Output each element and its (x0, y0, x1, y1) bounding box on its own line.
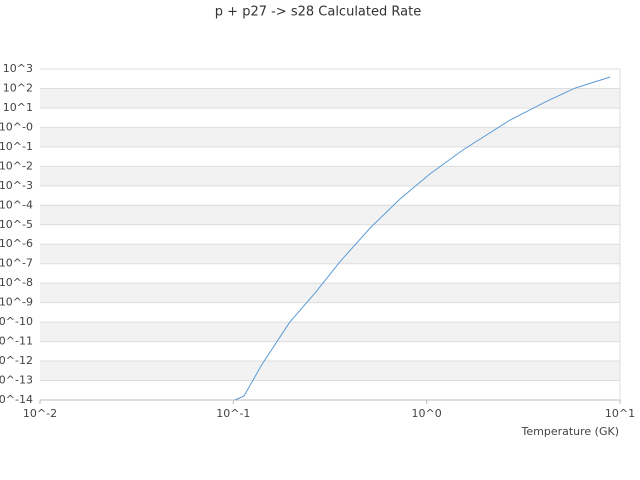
y-tick-label: 10^3 (3, 62, 33, 75)
y-tick-label: 10^-6 (0, 237, 33, 250)
x-axis-label: Temperature (GK) (521, 425, 620, 438)
grid-band (40, 244, 620, 264)
y-tick-label: 10^-4 (0, 198, 33, 211)
y-tick-label: 10^-11 (0, 335, 33, 348)
x-tick-label: 10^-2 (23, 407, 57, 420)
y-tick-label: 10^-8 (0, 276, 33, 289)
grid-band (40, 88, 620, 108)
grid-band (40, 361, 620, 381)
y-tick-label: 10^1 (3, 101, 33, 114)
y-tick-label: 10^-1 (0, 140, 33, 153)
y-tick-label: 10^-5 (0, 218, 33, 231)
grid-band (40, 166, 620, 186)
line-series (234, 76, 611, 401)
y-tick-label: 10^-2 (0, 159, 33, 172)
y-tick-label: 10^-7 (0, 257, 33, 270)
grid-band (40, 322, 620, 342)
y-tick-label: 10^-9 (0, 296, 33, 309)
bands (40, 88, 620, 381)
x-tick-label: 10^0 (412, 407, 442, 420)
x-tick-label: 10^-1 (216, 407, 250, 420)
y-tick-label: 10^2 (3, 81, 33, 94)
chart-title: p + p27 -> s28 Calculated Rate (215, 5, 421, 20)
y-tick-label: 10^-13 (0, 374, 33, 387)
y-tick-label: 10^-3 (0, 179, 33, 192)
grid-band (40, 205, 620, 225)
grid-band (40, 127, 620, 147)
y-tick-label: 10^-0 (0, 120, 33, 133)
y-tick-label: 10^-12 (0, 354, 33, 367)
grid-band (40, 283, 620, 303)
x-tick-label: 10^1 (605, 407, 635, 420)
y-tick-label: 10^-10 (0, 315, 33, 328)
y-tick-label: 10^-14 (0, 393, 33, 406)
